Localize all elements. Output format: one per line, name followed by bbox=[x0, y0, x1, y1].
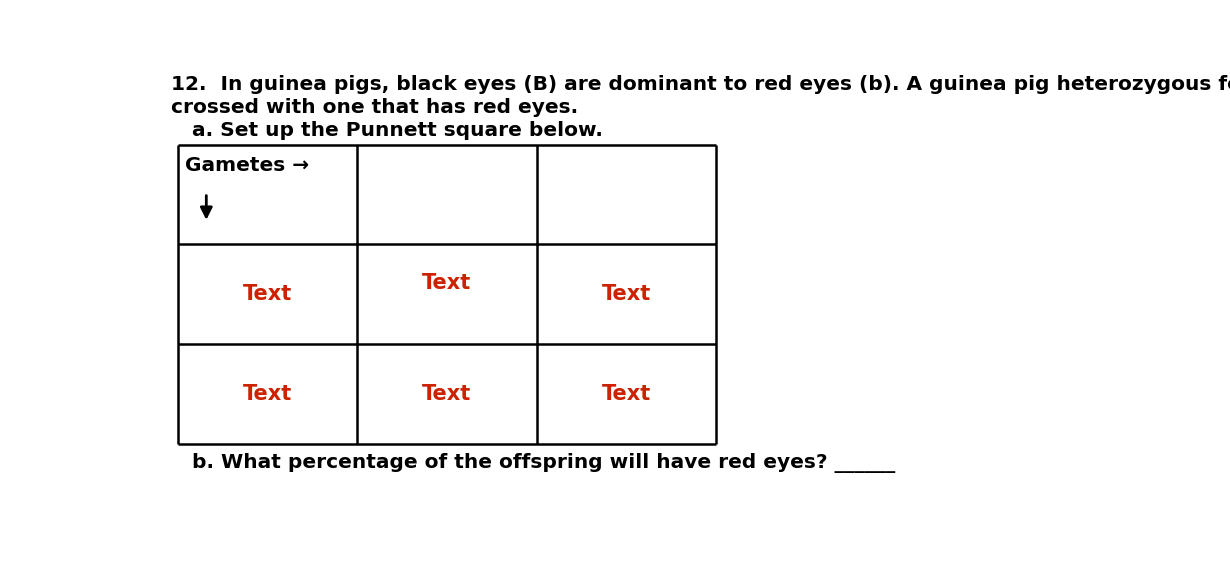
Text: Text: Text bbox=[242, 384, 292, 404]
Text: Text: Text bbox=[242, 284, 292, 304]
Text: Text: Text bbox=[422, 273, 471, 293]
Text: Text: Text bbox=[601, 284, 651, 304]
Text: b. What percentage of the offspring will have red eyes? ______: b. What percentage of the offspring will… bbox=[171, 453, 895, 473]
Text: Gametes →: Gametes → bbox=[186, 156, 309, 175]
Text: Text: Text bbox=[601, 384, 651, 404]
Text: a. Set up the Punnett square below.: a. Set up the Punnett square below. bbox=[171, 122, 603, 141]
Text: 12.  In guinea pigs, black eyes (B) are dominant to red eyes (b). A guinea pig h: 12. In guinea pigs, black eyes (B) are d… bbox=[171, 75, 1230, 94]
Text: crossed with one that has red eyes.: crossed with one that has red eyes. bbox=[171, 98, 578, 118]
Text: Text: Text bbox=[422, 384, 471, 404]
